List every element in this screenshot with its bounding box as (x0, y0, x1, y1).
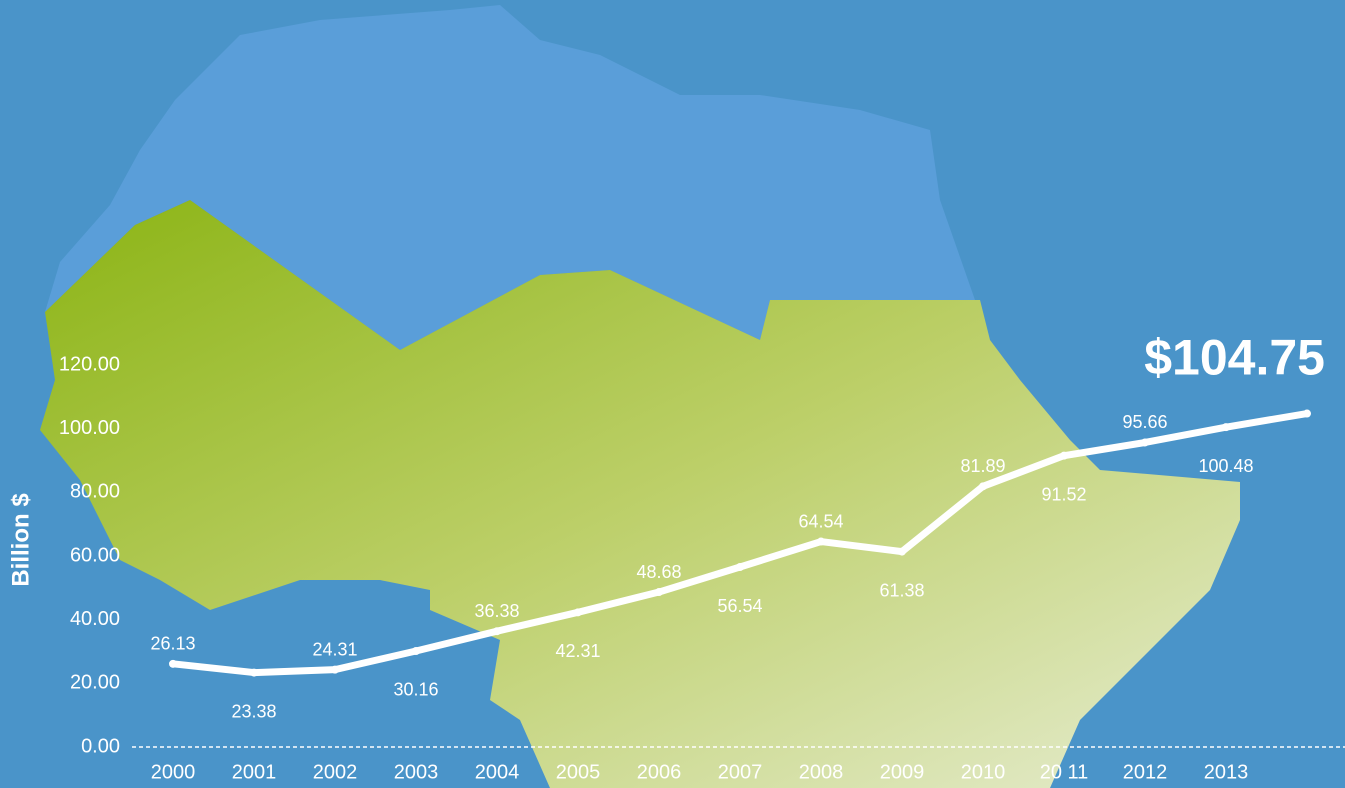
point (1222, 423, 1230, 432)
x-tick-label: 2013 (1204, 761, 1249, 783)
point (1141, 438, 1149, 447)
y-tick-label: 40.00 (70, 608, 120, 630)
x-tick-label: 2001 (232, 761, 277, 783)
x-tick-label: 2012 (1123, 761, 1168, 783)
value-label: 100.48 (1198, 456, 1253, 476)
x-tick-label: 2004 (475, 761, 520, 783)
y-axis-label: Billion $ (7, 493, 34, 587)
point (169, 659, 177, 668)
value-label: 30.16 (393, 680, 438, 700)
point (250, 668, 258, 677)
value-label: 42.31 (555, 641, 600, 661)
value-label: 56.54 (717, 596, 762, 616)
x-tick-label: 2000 (151, 761, 196, 783)
point (493, 627, 501, 636)
y-tick-label: 0.00 (81, 735, 120, 757)
point (412, 646, 420, 655)
value-label: 81.89 (960, 456, 1005, 476)
point (1060, 451, 1068, 460)
y-tick-label: 100.00 (59, 417, 120, 439)
point (898, 547, 906, 556)
x-tick-label: 2002 (313, 761, 358, 783)
point (1303, 409, 1311, 418)
x-tick-label: 2006 (637, 761, 682, 783)
value-label: $104.75 (1144, 330, 1325, 386)
y-tick-label: 80.00 (70, 481, 120, 503)
y-tick-label: 120.00 (59, 353, 120, 375)
value-label: 24.31 (312, 639, 357, 659)
x-tick-label: 2007 (718, 761, 763, 783)
point (655, 588, 663, 597)
map-north (45, 5, 980, 350)
x-tick-label: 20 11 (1040, 761, 1089, 783)
value-label: 64.54 (798, 511, 843, 531)
value-label: 23.38 (231, 701, 276, 721)
map-south (40, 200, 1240, 788)
y-tick-label: 60.00 (70, 544, 120, 566)
point (736, 563, 744, 572)
x-tick-label: 2008 (799, 761, 844, 783)
point (574, 608, 582, 617)
value-label: 26.13 (150, 634, 195, 654)
x-tick-label: 2010 (961, 761, 1006, 783)
value-label: 95.66 (1122, 412, 1167, 432)
point (979, 482, 987, 491)
value-label: 48.68 (636, 562, 681, 582)
value-label: 36.38 (474, 601, 519, 621)
value-label: 61.38 (879, 580, 924, 600)
x-tick-label: 2005 (556, 761, 601, 783)
x-tick-label: 2003 (394, 761, 439, 783)
point (331, 665, 339, 674)
x-tick-label: 2009 (880, 761, 925, 783)
value-label: 91.52 (1041, 484, 1086, 504)
y-tick-label: 20.00 (70, 672, 120, 694)
point (817, 537, 825, 546)
